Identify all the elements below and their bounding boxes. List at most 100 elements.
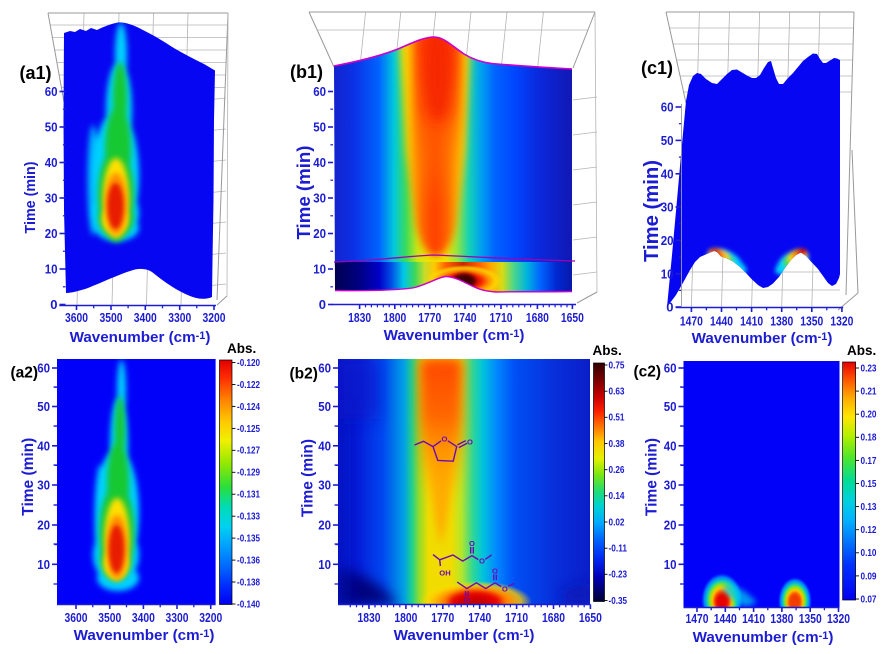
svg-text:-0.122: -0.122 — [237, 380, 260, 391]
svg-text:50: 50 — [45, 120, 58, 135]
svg-text:0.26: 0.26 — [609, 465, 625, 476]
svg-text:40: 40 — [45, 155, 58, 170]
svg-text:60: 60 — [664, 361, 677, 376]
svg-text:-0.129: -0.129 — [237, 468, 260, 479]
svg-text:O: O — [502, 584, 508, 593]
svg-text:20: 20 — [313, 226, 326, 241]
svg-text:3200: 3200 — [203, 310, 226, 325]
svg-text:10: 10 — [664, 557, 677, 572]
svg-text:Time (min): Time (min) — [293, 146, 314, 240]
svg-text:1350: 1350 — [799, 611, 822, 626]
svg-text:-0.11: -0.11 — [609, 544, 628, 555]
svg-text:(c1): (c1) — [641, 58, 673, 78]
svg-text:30: 30 — [45, 191, 58, 206]
svg-text:OH: OH — [439, 568, 450, 577]
svg-text:50: 50 — [37, 399, 50, 414]
svg-text:10: 10 — [313, 262, 326, 277]
svg-text:-0.120: -0.120 — [237, 358, 260, 369]
svg-text:Abs.: Abs. — [593, 343, 622, 358]
svg-text:0.02: 0.02 — [609, 517, 625, 528]
svg-text:0.07: 0.07 — [861, 594, 877, 605]
svg-text:40: 40 — [664, 439, 677, 454]
svg-text:3200: 3200 — [199, 610, 222, 625]
svg-text:Wavenumber (cm-1): Wavenumber (cm-1) — [384, 327, 525, 344]
svg-text:30: 30 — [664, 478, 677, 493]
svg-text:O: O — [464, 595, 470, 604]
svg-text:0.12: 0.12 — [861, 525, 877, 536]
svg-text:10: 10 — [318, 557, 331, 572]
svg-text:Wavenumber (cm-1): Wavenumber (cm-1) — [693, 629, 834, 646]
svg-text:0.15: 0.15 — [861, 479, 877, 490]
svg-text:0: 0 — [319, 297, 326, 312]
svg-text:Wavenumber (cm-1): Wavenumber (cm-1) — [692, 330, 833, 347]
svg-text:1680: 1680 — [526, 310, 549, 325]
svg-text:3300: 3300 — [168, 310, 191, 325]
svg-text:1830: 1830 — [358, 610, 381, 625]
svg-text:40: 40 — [313, 155, 326, 170]
svg-text:0.10: 0.10 — [861, 548, 877, 559]
svg-text:O: O — [442, 434, 448, 443]
svg-text:Abs.: Abs. — [847, 343, 876, 358]
svg-text:0.63: 0.63 — [609, 387, 625, 398]
svg-text:(b2): (b2) — [290, 366, 318, 383]
svg-text:Time (min): Time (min) — [23, 161, 39, 233]
svg-text:1440: 1440 — [714, 611, 737, 626]
svg-text:-0.23: -0.23 — [609, 570, 628, 581]
svg-text:-0.133: -0.133 — [237, 512, 260, 523]
svg-text:Time (min): Time (min) — [300, 439, 317, 517]
svg-text:(c2): (c2) — [634, 364, 662, 381]
svg-text:50: 50 — [661, 133, 674, 148]
svg-text:1830: 1830 — [348, 310, 371, 325]
svg-text:1380: 1380 — [770, 611, 793, 626]
svg-text:-0.127: -0.127 — [237, 446, 260, 457]
svg-text:20: 20 — [318, 518, 331, 533]
svg-text:1800: 1800 — [394, 610, 417, 625]
svg-text:-0.138: -0.138 — [237, 577, 260, 588]
svg-text:30: 30 — [37, 478, 50, 493]
svg-text:0.17: 0.17 — [861, 456, 877, 467]
svg-text:(b1): (b1) — [290, 62, 323, 82]
svg-text:1740: 1740 — [468, 610, 491, 625]
svg-text:1350: 1350 — [800, 314, 823, 329]
svg-text:0.21: 0.21 — [861, 387, 877, 398]
svg-text:1320: 1320 — [830, 314, 853, 329]
svg-text:1740: 1740 — [454, 310, 477, 325]
svg-text:0.14: 0.14 — [609, 491, 625, 502]
svg-text:40: 40 — [661, 167, 674, 182]
svg-text:-0.136: -0.136 — [237, 556, 260, 567]
svg-text:1470: 1470 — [686, 611, 709, 626]
svg-text:60: 60 — [45, 84, 58, 99]
svg-text:30: 30 — [318, 478, 331, 493]
svg-text:1410: 1410 — [740, 314, 763, 329]
svg-text:10: 10 — [37, 557, 50, 572]
svg-text:10: 10 — [45, 262, 58, 277]
svg-text:-0.124: -0.124 — [237, 402, 260, 413]
svg-text:0: 0 — [666, 300, 673, 315]
svg-text:20: 20 — [45, 226, 58, 241]
svg-text:-0.35: -0.35 — [609, 596, 628, 607]
svg-text:Time (min): Time (min) — [644, 438, 661, 516]
svg-text:(a1): (a1) — [20, 63, 52, 83]
svg-text:50: 50 — [318, 399, 331, 414]
svg-text:0.13: 0.13 — [861, 502, 877, 513]
svg-text:1650: 1650 — [579, 610, 602, 625]
svg-text:Abs.: Abs. — [227, 341, 256, 356]
svg-text:3400: 3400 — [132, 610, 155, 625]
svg-text:1650: 1650 — [561, 310, 584, 325]
svg-text:O: O — [467, 437, 473, 446]
svg-text:3600: 3600 — [65, 610, 88, 625]
svg-text:0.18: 0.18 — [861, 433, 877, 444]
svg-text:3600: 3600 — [65, 310, 88, 325]
svg-text:60: 60 — [313, 84, 326, 99]
svg-text:Time (min): Time (min) — [20, 438, 37, 516]
svg-text:-0.131: -0.131 — [237, 490, 260, 501]
svg-text:60: 60 — [318, 361, 331, 376]
svg-text:O: O — [469, 539, 475, 548]
svg-text:0.20: 0.20 — [861, 410, 877, 421]
svg-text:0.51: 0.51 — [609, 413, 625, 424]
svg-text:50: 50 — [313, 120, 326, 135]
svg-text:-0.135: -0.135 — [237, 534, 260, 545]
svg-text:O: O — [492, 566, 498, 575]
svg-text:1800: 1800 — [383, 310, 406, 325]
svg-text:0.38: 0.38 — [609, 439, 625, 450]
